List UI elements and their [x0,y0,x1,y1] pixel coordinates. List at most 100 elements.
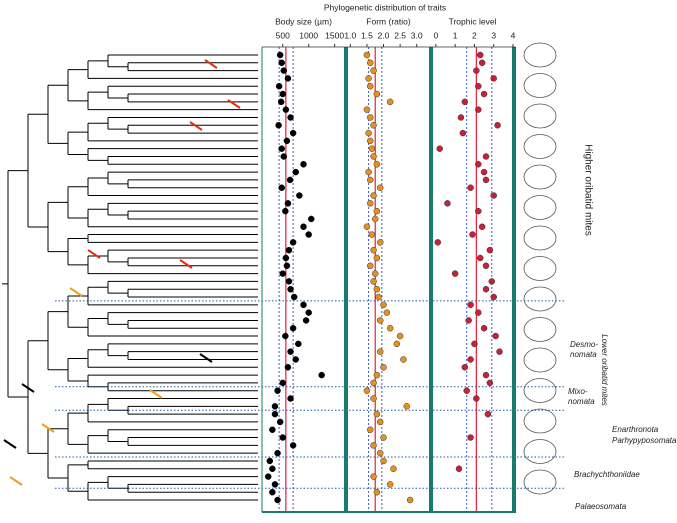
data-point [376,348,384,355]
data-point [370,379,377,387]
data-point [300,301,307,309]
x-tick-label: 1.0 [344,30,356,40]
specimen-drawing [523,256,557,281]
data-point [285,246,293,254]
data-point [274,496,281,504]
data-point [492,332,499,340]
data-point [274,387,281,394]
x-tick-label: 500 [276,30,290,40]
x-tick-label: 2 [472,30,477,40]
data-point [275,122,282,129]
data-point [284,200,292,207]
specimen-drawing [523,439,557,464]
arrow [69,287,83,297]
data-point [494,122,501,129]
group-label: Lower oribatid mites [600,334,609,406]
data-point [461,98,469,106]
data-point [488,278,496,285]
data-point [376,317,384,324]
data-point [480,324,488,332]
specimen-drawing [523,408,557,434]
specimen-drawing [523,317,557,342]
data-point [287,395,294,402]
data-point [296,192,303,199]
group-label: Parhypyposomata [612,436,677,445]
data-point [467,301,474,309]
specimen-drawing [523,286,557,312]
data-point [370,153,377,160]
specimen-drawing [523,347,557,373]
arrow [9,476,23,486]
data-point [289,442,297,449]
data-point [284,364,292,371]
data-point [376,418,384,426]
data-point [486,379,494,387]
data-point [373,488,381,496]
data-point [295,340,302,348]
data-point [461,364,469,371]
data-point [475,161,482,168]
x-tick-label: 1000 [299,30,318,40]
specimen-drawing [523,42,557,68]
data-point [366,426,374,433]
data-point [286,176,294,184]
data-point [434,239,442,246]
data-point [467,434,474,441]
data-point [376,449,384,457]
data-point [274,449,281,457]
data-point [368,145,376,152]
data-point [271,410,279,418]
group-label: Mixo- [568,387,588,396]
data-point [373,207,381,215]
data-point [363,51,371,59]
data-point [363,387,371,394]
data-point [370,473,377,480]
data-point [490,293,497,301]
data-point [463,387,470,394]
data-point [305,231,312,238]
data-point [467,356,474,363]
panel-title: Form (ratio) [366,16,411,26]
data-point [480,90,488,98]
data-point [471,340,478,348]
arrow [189,121,203,131]
data-point [455,465,463,473]
data-point [370,192,377,199]
data-point [278,145,285,152]
data-point [276,51,284,59]
data-point [366,137,374,145]
data-point [305,309,312,316]
data-point [393,340,401,348]
data-point [289,324,297,332]
data-point [403,403,411,410]
data-point [383,309,391,316]
data-point [269,426,276,433]
specimen-drawing [523,225,557,251]
data-point [476,254,484,262]
data-point [282,332,289,340]
data-point [396,332,404,340]
data-point [406,496,414,504]
data-point [366,176,374,184]
x-tick-label: 1500 [325,30,344,40]
data-point [363,106,371,113]
group-label: Enarthronota [612,425,659,434]
x-tick-label: 3 [491,30,496,40]
data-point [290,293,298,301]
x-tick-label: 0 [433,30,438,40]
data-point [275,82,283,90]
arrow [204,59,218,69]
data-point [279,90,286,98]
data-point [308,215,315,223]
data-point [473,67,480,74]
x-tick-label: 2.0 [378,30,390,40]
specimen-drawing [523,164,557,190]
data-point [266,457,274,465]
data-point [277,98,285,106]
data-point [370,278,377,285]
data-point [451,270,459,277]
data-point [436,145,443,152]
data-point [278,59,285,67]
data-point [287,285,294,293]
data-point [478,223,486,231]
